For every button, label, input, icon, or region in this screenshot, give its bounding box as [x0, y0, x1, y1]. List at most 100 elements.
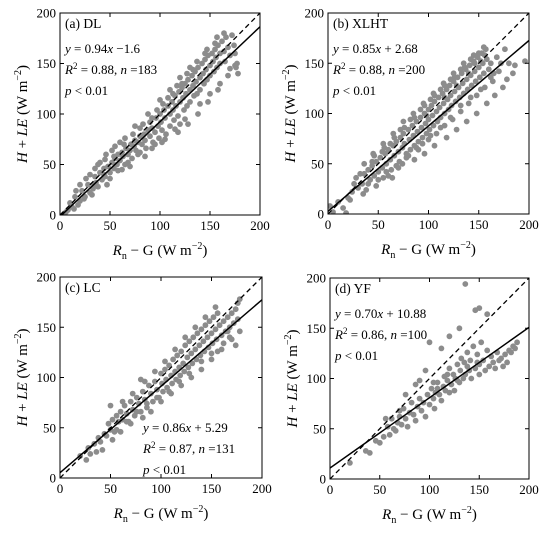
y-tick-label: 0 [50, 208, 57, 223]
data-point [149, 115, 155, 121]
equation-text: y = 0.86x + 5.29 [141, 420, 228, 435]
data-point [217, 60, 223, 67]
data-point [175, 129, 181, 136]
data-point [493, 54, 500, 61]
x-tick-label: 50 [104, 218, 117, 233]
y-tick-label: 200 [37, 6, 57, 21]
data-point [490, 359, 497, 366]
data-point [210, 58, 216, 65]
data-point [217, 80, 223, 87]
data-point [482, 367, 489, 374]
data-point [111, 153, 117, 160]
y-tick-label: 0 [318, 207, 325, 222]
data-point [467, 56, 474, 63]
data-point [369, 158, 376, 165]
data-point [127, 398, 134, 405]
data-point [235, 70, 241, 77]
data-point [152, 378, 158, 385]
data-point [193, 78, 199, 85]
x-tick-label: 200 [519, 217, 539, 232]
x-tick-label: 50 [104, 481, 117, 496]
data-point [103, 151, 109, 158]
x-tick-label: 150 [202, 481, 222, 496]
data-point [83, 457, 90, 463]
data-point [232, 342, 239, 349]
data-point [119, 398, 126, 405]
data-point [178, 348, 185, 355]
data-point [79, 187, 85, 194]
panel-label: (b) XLHT [333, 16, 389, 31]
data-point [416, 377, 423, 384]
data-point [212, 304, 219, 310]
panel-1: 0 50 100 150 200 0 50 100 150 200 (a) DL y = 0.94x … [13, 6, 270, 263]
data-point [422, 120, 429, 127]
data-point [430, 395, 437, 402]
data-point [347, 460, 353, 466]
data-point [181, 368, 188, 375]
data-point [474, 351, 481, 358]
data-point [415, 146, 422, 153]
data-point [461, 359, 468, 366]
data-point [382, 415, 389, 422]
data-point [480, 44, 487, 51]
data-point [500, 363, 506, 370]
data-point [417, 106, 424, 113]
data-point [491, 92, 498, 99]
data-point [159, 139, 165, 146]
data-point [190, 66, 196, 73]
data-point [72, 193, 78, 200]
x-tick-label: 100 [419, 217, 439, 232]
data-point [476, 371, 483, 378]
data-point [426, 126, 433, 133]
one-to-one-line [328, 13, 529, 214]
data-point [195, 64, 201, 71]
data-point [177, 121, 183, 127]
y-tick-label: 200 [305, 6, 325, 21]
x-tick-label: 150 [470, 482, 490, 497]
data-point [205, 99, 211, 105]
data-point [179, 80, 185, 87]
data-point [162, 358, 168, 365]
data-point [476, 305, 483, 311]
data-point [386, 431, 393, 438]
data-point [373, 158, 380, 165]
data-point [451, 88, 458, 95]
data-point [167, 86, 173, 93]
data-point [199, 60, 205, 67]
data-point [127, 420, 134, 427]
data-point [189, 72, 195, 79]
data-point [187, 99, 193, 105]
data-point [92, 173, 98, 180]
panel-3: 0 50 100 150 200 0 50 100 150 200 (c) LC y = 0.86x … [13, 270, 272, 526]
data-point [470, 52, 477, 59]
data-point [419, 140, 426, 147]
data-point [424, 391, 431, 398]
data-point [459, 80, 466, 87]
data-point [468, 82, 475, 89]
data-point [351, 180, 357, 187]
data-point [431, 405, 438, 412]
data-point [428, 385, 435, 392]
data-point [160, 101, 166, 107]
data-point [437, 86, 444, 93]
data-point [175, 113, 181, 119]
data-point [496, 68, 502, 75]
data-point [137, 125, 143, 131]
data-point [343, 210, 349, 214]
data-point [104, 181, 110, 188]
data-point [174, 352, 181, 359]
data-point [428, 102, 435, 109]
x-tick-label: 200 [519, 482, 539, 497]
data-point [194, 330, 201, 337]
data-point [422, 413, 429, 420]
data-point [167, 123, 173, 129]
data-point [190, 334, 197, 341]
data-point [73, 187, 79, 194]
data-point [149, 145, 155, 152]
data-point [430, 379, 437, 386]
plot-area [60, 13, 260, 215]
data-point [215, 86, 221, 93]
data-point [371, 152, 378, 159]
pvalue-text: p < 0.01 [64, 83, 108, 98]
